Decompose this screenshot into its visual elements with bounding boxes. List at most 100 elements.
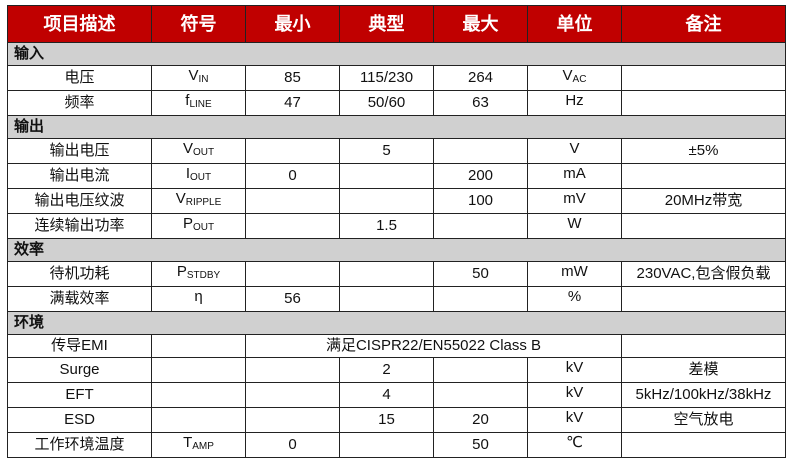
item-name: 频率 xyxy=(7,90,152,116)
symbol-cell-subscript: RIPPLE xyxy=(185,197,222,208)
item-name-text: 电压 xyxy=(64,69,95,86)
table-row: ESD 15 20 kV 空气放电 xyxy=(7,407,786,433)
item-name: Surge xyxy=(7,357,152,383)
item-name-text: 输出电流 xyxy=(49,167,110,184)
note-cell xyxy=(621,163,786,189)
note-cell xyxy=(621,90,786,116)
note-cell xyxy=(621,65,786,91)
min-cell xyxy=(245,188,340,214)
unit-cell-text: W xyxy=(567,215,582,232)
symbol-cell-text: P xyxy=(176,263,187,280)
min-cell-text: 85 xyxy=(284,69,301,86)
item-name: 输出电流 xyxy=(7,163,152,189)
item-name-text: 待机功耗 xyxy=(49,265,110,282)
item-name-text: 满载效率 xyxy=(49,290,110,307)
max-cell: 20 xyxy=(433,407,528,433)
unit-cell: ℃ xyxy=(527,432,622,458)
typ-cell: 5 xyxy=(339,138,434,164)
table-row: 输出电压 VOUT 5 V ±5% xyxy=(7,138,786,164)
typ-cell: 115/230 xyxy=(339,65,434,91)
unit-cell-text: kV xyxy=(565,359,584,376)
typ-cell: 15 xyxy=(339,407,434,433)
symbol-cell-text: P xyxy=(182,215,193,232)
note-cell-text: 差模 xyxy=(688,361,719,378)
typ-cell-text: 5 xyxy=(382,142,391,159)
max-cell xyxy=(433,286,528,312)
unit-cell-text: mV xyxy=(563,190,586,207)
typ-cell-text: 2 xyxy=(382,361,391,378)
item-name: 连续输出功率 xyxy=(7,213,152,239)
section-row: 输出 xyxy=(7,115,786,139)
symbol-cell: TAMP xyxy=(151,432,246,458)
symbol-cell-text: T xyxy=(183,434,193,451)
unit-cell: mA xyxy=(527,163,622,189)
table-row: 电压 VIN 85 115/230 264 VAC xyxy=(7,65,786,91)
max-cell xyxy=(433,357,528,383)
typ-cell xyxy=(339,188,434,214)
unit-cell: kV xyxy=(527,357,622,383)
symbol-cell xyxy=(151,382,246,408)
item-name: 工作环境温度 xyxy=(7,432,152,458)
section-row: 输入 xyxy=(7,42,786,66)
symbol-cell-subscript: LINE xyxy=(189,99,212,110)
min-cell: 0 xyxy=(245,432,340,458)
note-cell xyxy=(621,213,786,239)
unit-cell: mW xyxy=(527,261,622,287)
typ-cell: 50/60 xyxy=(339,90,434,116)
symbol-cell-text: V xyxy=(182,140,193,157)
merged-spec-text: 满足CISPR22/EN55022 Class B xyxy=(325,337,542,354)
item-name-text: 频率 xyxy=(64,94,95,111)
symbol-cell-text: V xyxy=(175,190,186,207)
symbol-cell-text: f xyxy=(185,92,190,109)
unit-cell-text: mA xyxy=(563,165,586,182)
symbol-cell: POUT xyxy=(151,213,246,239)
symbol-cell-subscript: STDBY xyxy=(186,270,221,281)
typ-cell-text: 1.5 xyxy=(376,217,397,234)
unit-cell-text: kV xyxy=(565,384,584,401)
column-header: 单位 xyxy=(527,5,622,43)
column-header: 符号 xyxy=(151,5,246,43)
typ-cell xyxy=(339,163,434,189)
min-cell-text: 0 xyxy=(288,167,297,184)
item-name: 传导EMI xyxy=(7,334,152,358)
table-row: 频率 fLINE 47 50/60 63 Hz xyxy=(7,90,786,116)
unit-cell-text: kV xyxy=(565,409,584,426)
min-cell-text: 56 xyxy=(284,290,301,307)
table-row: 工作环境温度 TAMP 0 50 ℃ xyxy=(7,432,786,458)
min-cell-text: 47 xyxy=(284,94,301,111)
unit-cell-text: Hz xyxy=(565,92,584,109)
item-name-text: 工作环境温度 xyxy=(34,436,125,453)
section-title: 输出 xyxy=(7,115,786,139)
note-cell xyxy=(621,334,786,358)
symbol-cell xyxy=(151,357,246,383)
item-name-text: ESD xyxy=(64,411,95,428)
max-cell: 100 xyxy=(433,188,528,214)
item-name: 电压 xyxy=(7,65,152,91)
typ-cell: 1.5 xyxy=(339,213,434,239)
item-name-text: Surge xyxy=(59,361,100,378)
symbol-cell xyxy=(151,407,246,433)
column-header: 最大 xyxy=(433,5,528,43)
note-cell-text: 5kHz/100kHz/38kHz xyxy=(635,386,772,403)
section-title: 效率 xyxy=(7,238,786,262)
table-row: EFT 4 kV 5kHz/100kHz/38kHz xyxy=(7,382,786,408)
column-header: 典型 xyxy=(339,5,434,43)
unit-cell: % xyxy=(527,286,622,312)
min-cell xyxy=(245,407,340,433)
min-cell: 0 xyxy=(245,163,340,189)
column-header: 最小 xyxy=(245,5,340,43)
max-cell-text: 264 xyxy=(467,69,494,86)
max-cell-text: 50 xyxy=(472,436,489,453)
typ-cell-text: 15 xyxy=(378,411,395,428)
merged-spec: 满足CISPR22/EN55022 Class B xyxy=(245,334,622,358)
table-row: Surge 2 kV 差模 xyxy=(7,357,786,383)
min-cell xyxy=(245,357,340,383)
symbol-cell: IOUT xyxy=(151,163,246,189)
table-row: 满载效率 η 56% xyxy=(7,286,786,312)
note-cell xyxy=(621,286,786,312)
symbol-cell: VOUT xyxy=(151,138,246,164)
min-cell-text: 0 xyxy=(288,436,297,453)
unit-cell: kV xyxy=(527,382,622,408)
min-cell: 47 xyxy=(245,90,340,116)
note-cell: 空气放电 xyxy=(621,407,786,433)
